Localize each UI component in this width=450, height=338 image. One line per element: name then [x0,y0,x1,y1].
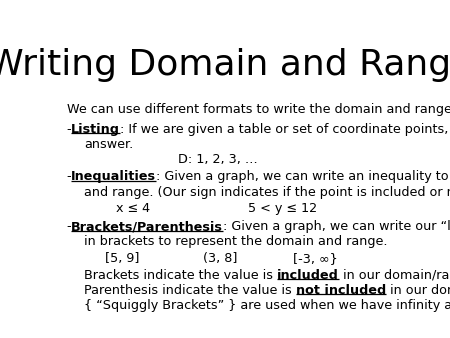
Text: in brackets to represent the domain and range.: in brackets to represent the domain and … [84,236,387,248]
Text: : Given a graph, we can write our “limits” or “endpoints”: : Given a graph, we can write our “limit… [223,220,450,234]
Text: -: - [67,220,72,234]
Text: 5 < y ≤ 12: 5 < y ≤ 12 [248,202,317,215]
Text: [5, 9]: [5, 9] [105,252,140,265]
Text: Writing Domain and Range: Writing Domain and Range [0,48,450,82]
Text: in our domain/range.: in our domain/range. [339,269,450,282]
Text: (3, 8]: (3, 8] [202,252,237,265]
Text: x ≤ 4: x ≤ 4 [116,202,150,215]
Text: : If we are given a table or set of coordinate points, we can list the: : If we are given a table or set of coor… [120,123,450,136]
Text: and range. (Our sign indicates if the point is included or not): and range. (Our sign indicates if the po… [84,186,450,198]
Text: We can use different formats to write the domain and range of a function.: We can use different formats to write th… [67,103,450,116]
Text: -: - [67,170,72,184]
Text: not included: not included [296,284,386,297]
Text: answer.: answer. [84,138,133,151]
Text: -: - [67,123,72,136]
Text: Brackets indicate the value is: Brackets indicate the value is [84,269,277,282]
Text: Brackets/Parenthesis: Brackets/Parenthesis [72,220,223,234]
Text: : Given a graph, we can write an inequality to represent domain: : Given a graph, we can write an inequal… [156,170,450,184]
Text: included: included [277,269,339,282]
Text: [-3, ∞}: [-3, ∞} [293,252,338,265]
Text: { “Squiggly Brackets” } are used when we have infinity as part of our D/R.: { “Squiggly Brackets” } are used when we… [84,299,450,312]
Text: Listing: Listing [72,123,120,136]
Text: D: 1, 2, 3, …: D: 1, 2, 3, … [178,153,258,166]
Text: in our domain/range.: in our domain/range. [386,284,450,297]
Text: Inequalities: Inequalities [72,170,156,184]
Text: Parenthesis indicate the value is: Parenthesis indicate the value is [84,284,296,297]
